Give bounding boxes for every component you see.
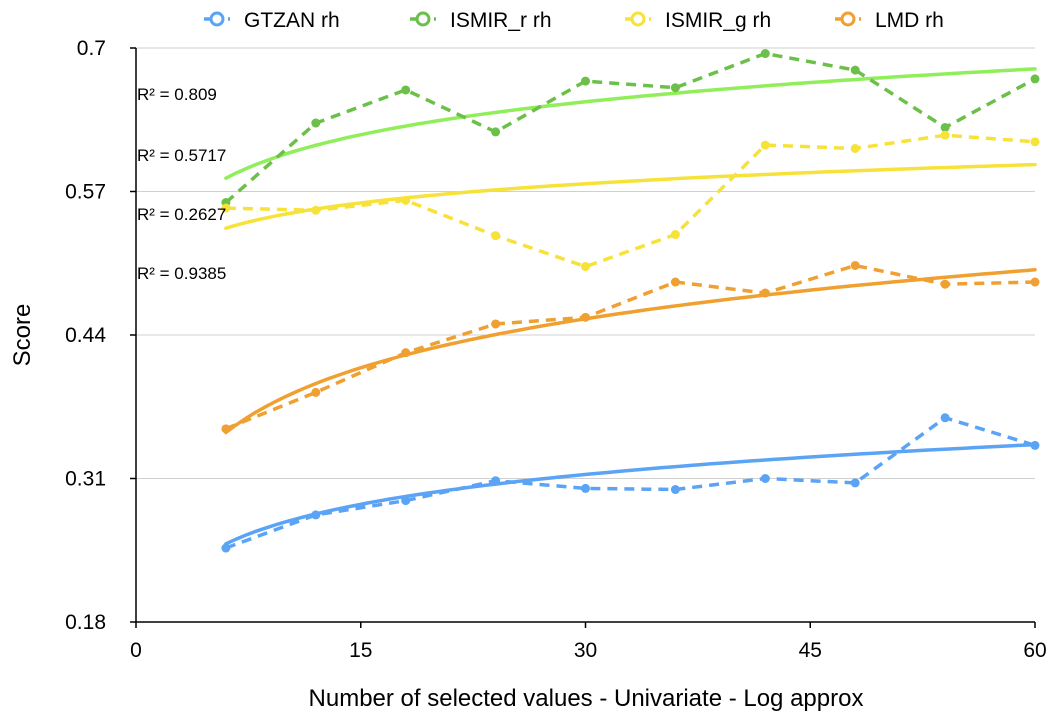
y-tick-label: 0.44 [65, 324, 106, 347]
legend-label: ISMIR_r rh [450, 9, 552, 32]
data-point-gtzan-rh [760, 474, 770, 483]
legend-swatch-marker [209, 11, 225, 27]
data-point-ismir-g-rh [311, 205, 321, 215]
legend-item: ISMIR_r rh [410, 9, 552, 32]
data-point-gtzan-rh [581, 483, 590, 493]
data-point-lmd-rh [850, 260, 860, 270]
legend-item: LMD rh [835, 9, 944, 32]
trendline-lmd-rh [224, 268, 1037, 435]
series-line-ismir-r-rh [224, 51, 1036, 204]
data-point-ismir-r-rh [491, 127, 501, 137]
legend-label: GTZAN rh [244, 9, 340, 32]
legend-item: ISMIR_g rh [625, 9, 771, 32]
data-point-ismir-r-rh [850, 65, 860, 75]
x-tick-label: 15 [349, 639, 372, 662]
series-line-lmd-rh [225, 263, 1036, 431]
y-tick-label: 0.7 [77, 37, 106, 60]
data-point-lmd-rh [221, 424, 231, 434]
y-tick-label: 0.18 [65, 611, 106, 634]
data-point-ismir-g-rh [670, 230, 680, 240]
data-point-lmd-rh [760, 288, 770, 298]
data-point-ismir-g-rh [581, 262, 590, 272]
r2-annotations: R² = 0.809 R² = 0.5717 R² = 0.2627 R² = 0.9… [137, 85, 226, 283]
data-point-ismir-g-rh [401, 195, 411, 205]
data-point-ismir-g-rh [940, 130, 950, 140]
x-tick-label: 0 [130, 639, 142, 662]
data-point-gtzan-rh [670, 485, 680, 495]
trendlines [224, 67, 1037, 546]
data-point-ismir-g-rh [850, 143, 860, 153]
y-tick-label: 0.57 [65, 181, 106, 204]
data-point-ismir-r-rh [581, 76, 590, 86]
legend-item: GTZAN rh [204, 9, 340, 32]
series-line-ismir-g-rh [225, 133, 1036, 269]
legend-swatch-marker [840, 11, 856, 27]
legend-swatch-marker [415, 11, 431, 27]
data-point-lmd-rh [401, 348, 411, 358]
series-lines [221, 49, 1040, 553]
data-point-lmd-rh [311, 387, 321, 397]
x-axis-title: Number of selected values - Univariate -… [309, 685, 864, 712]
data-point-gtzan-rh [491, 476, 501, 486]
series-line-gtzan-rh [225, 415, 1036, 550]
data-point-lmd-rh [491, 319, 501, 329]
y-axis-title: Score [9, 304, 36, 367]
x-tick-label: 30 [574, 639, 597, 662]
data-point-ismir-g-rh [491, 231, 501, 241]
data-point-gtzan-rh [850, 478, 860, 488]
data-point-gtzan-rh [221, 543, 231, 553]
trendline-ismir-r-rh [224, 67, 1037, 180]
legend-label: LMD rh [875, 9, 944, 32]
data-point-ismir-g-rh [760, 140, 770, 150]
data-point-gtzan-rh [311, 510, 321, 520]
data-point-gtzan-rh [1030, 440, 1040, 450]
data-point-ismir-r-rh [1030, 74, 1040, 84]
data-point-lmd-rh [581, 312, 590, 322]
data-point-lmd-rh [1030, 277, 1040, 287]
data-point-ismir-r-rh [401, 85, 411, 95]
data-point-ismir-r-rh [760, 49, 770, 59]
data-point-lmd-rh [940, 279, 950, 289]
gridlines [136, 47, 1035, 479]
legend-label: ISMIR_g rh [665, 9, 771, 32]
data-point-lmd-rh [670, 277, 680, 287]
x-tick-label: 45 [799, 639, 822, 662]
tick-labels: 0.18 0.31 0.44 0.57 0.7 0 15 30 45 60 [65, 37, 1047, 662]
x-tick-label: 60 [1023, 639, 1046, 662]
legend: GTZAN rh ISMIR_r rh ISMIR_g rh LMD rh [204, 9, 944, 32]
data-point-ismir-r-rh [311, 118, 321, 128]
data-point-ismir-r-rh [940, 122, 950, 132]
r2-annotation: R² = 0.2627 [137, 205, 226, 224]
trendline-ismir-g-rh [224, 162, 1037, 230]
legend-swatch-marker [630, 11, 646, 27]
data-point-gtzan-rh [940, 413, 950, 423]
r2-annotation: R² = 0.809 [137, 85, 217, 104]
data-point-ismir-r-rh [670, 83, 680, 93]
data-point-gtzan-rh [401, 496, 411, 506]
trendline-gtzan-rh [224, 442, 1037, 546]
r2-annotation: R² = 0.9385 [137, 264, 226, 283]
data-point-ismir-g-rh [1030, 137, 1040, 147]
y-tick-label: 0.31 [65, 468, 106, 491]
r2-annotation: R² = 0.5717 [137, 146, 226, 165]
data-point-ismir-g-rh [221, 203, 231, 213]
